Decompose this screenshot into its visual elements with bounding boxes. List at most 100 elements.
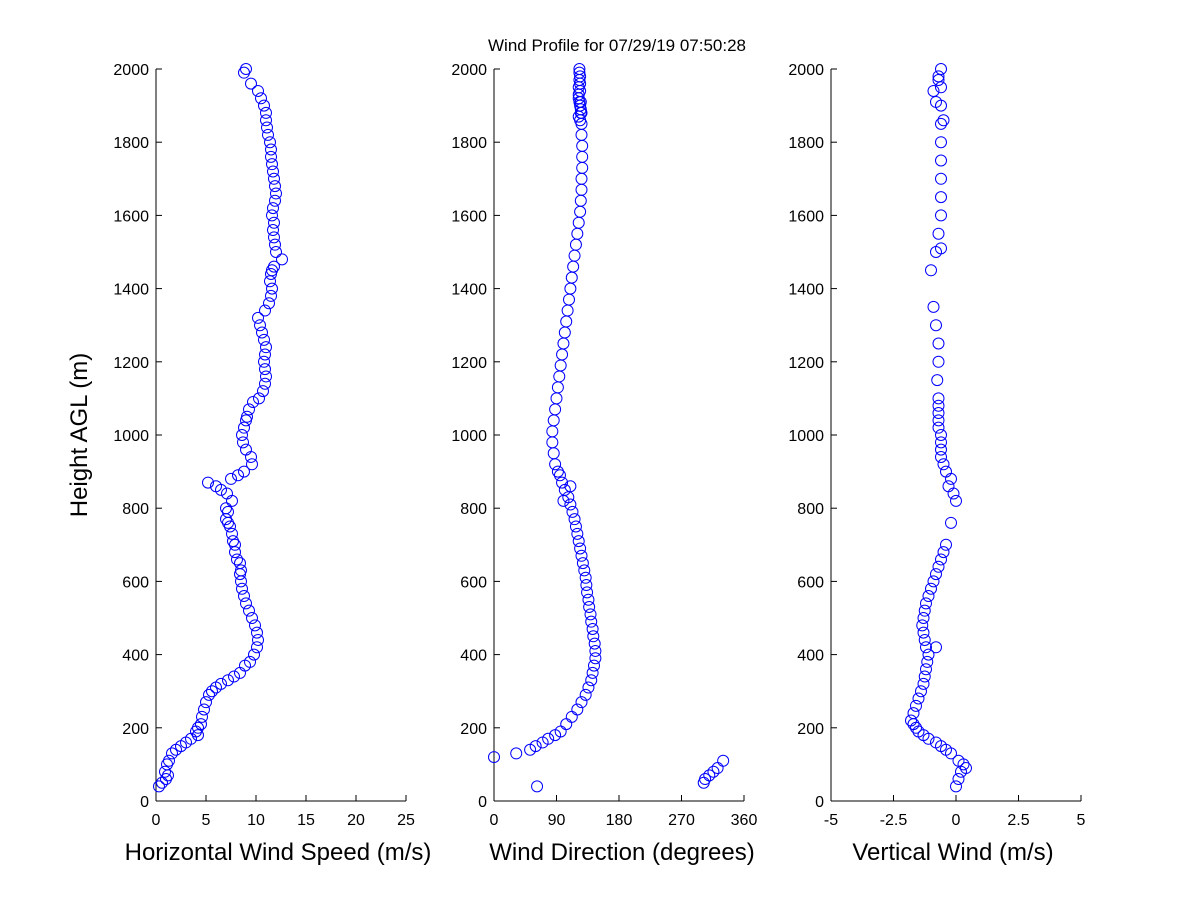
speed-x-tick-label: 10	[247, 812, 265, 829]
speed-data-point	[258, 333, 270, 346]
direction-data-point	[703, 769, 716, 782]
vertical-data-point	[930, 641, 942, 654]
vertical-data-point	[932, 560, 945, 573]
speed-data-point	[240, 63, 252, 75]
speed-data-point	[235, 564, 247, 577]
vertical-data-point	[935, 450, 947, 463]
speed-data-point	[156, 776, 168, 789]
speed-data-point	[260, 370, 272, 383]
vertical-data-point	[931, 374, 944, 387]
speed-data-point	[245, 77, 257, 90]
speed-data-point	[266, 209, 278, 222]
vertical-data-point	[942, 480, 955, 493]
vertical-data-point	[921, 655, 934, 668]
direction-y-tick-label: 1600	[451, 208, 487, 225]
vertical-data-point	[950, 780, 962, 793]
vertical-data-point	[907, 707, 920, 720]
speed-data-point	[240, 597, 252, 610]
speed-data-point	[241, 410, 253, 423]
speed-data-point	[276, 253, 288, 266]
vertical-data-point	[935, 436, 947, 449]
speed-data-point	[196, 710, 208, 723]
vertical-data-point	[952, 754, 965, 767]
speed-data-point	[265, 289, 277, 302]
vertical-y-tick-label: 400	[797, 648, 824, 665]
speed-data-point	[252, 633, 264, 646]
speed-y-tick-label: 0	[140, 794, 149, 811]
speed-data-point	[251, 626, 263, 639]
vertical-y-tick-label: 600	[797, 574, 824, 591]
vertical-data-point	[918, 670, 931, 683]
speed-data-point	[240, 443, 252, 456]
vertical-data-point	[932, 421, 945, 434]
direction-data-point	[575, 549, 588, 562]
direction-x-tick-label: 360	[731, 812, 758, 829]
speed-data-point	[269, 180, 281, 193]
vertical-data-point	[927, 84, 940, 97]
vertical-data-point	[940, 538, 952, 551]
speed-data-point	[266, 282, 278, 295]
vertical-x-tick-label: -2.5	[880, 812, 908, 829]
vertical-data-point	[932, 392, 945, 405]
vertical-data-point	[927, 300, 940, 313]
speed-data-point	[260, 341, 272, 354]
vertical-y-tick-label: 0	[815, 794, 824, 811]
vertical-y-tick-label: 1600	[788, 208, 824, 225]
vertical-x-tick-label: 5	[1077, 812, 1086, 829]
direction-data-point	[542, 732, 555, 745]
speed-data-point	[267, 224, 279, 237]
speed-y-tick-label: 1400	[113, 282, 149, 299]
speed-data-point	[259, 377, 271, 390]
vertical-data-point	[915, 685, 927, 698]
direction-x-tick-label: 90	[548, 812, 566, 829]
speed-data-point	[265, 150, 277, 163]
direction-y-tick-label: 600	[460, 574, 487, 591]
vertical-data-point	[932, 73, 945, 86]
direction-data-point	[717, 754, 730, 767]
direction-y-tick-label: 800	[460, 501, 487, 518]
speed-y-tick-label: 800	[122, 501, 149, 518]
speed-data-point	[226, 527, 238, 540]
speed-x-tick-label: 5	[202, 812, 211, 829]
direction-data-point	[581, 586, 594, 599]
speed-data-point	[261, 121, 273, 134]
speed-data-point	[258, 99, 270, 112]
vertical-data-point	[916, 619, 929, 632]
direction-data-point	[529, 740, 542, 753]
direction-x-tick-label: 0	[490, 812, 499, 829]
speed-y-tick-label: 1800	[113, 135, 149, 152]
speed-data-point	[237, 436, 249, 449]
speed-data-point	[231, 553, 243, 566]
speed-data-point	[221, 487, 233, 500]
direction-x-axis-label: Wind Direction (degrees)	[489, 839, 754, 866]
speed-data-point	[270, 246, 282, 258]
speed-data-point	[269, 238, 281, 251]
speed-data-point	[244, 655, 256, 668]
direction-data-point	[578, 564, 591, 577]
speed-data-point	[192, 721, 204, 734]
vertical-y-tick-label: 1800	[788, 135, 824, 152]
speed-data-point	[262, 128, 274, 141]
speed-y-tick-label: 1200	[113, 355, 149, 372]
direction-x-tick-label: 180	[606, 812, 633, 829]
speed-data-point	[236, 582, 248, 595]
vertical-x-tick-label: 0	[952, 812, 961, 829]
direction-data-point	[576, 557, 589, 570]
vertical-data-point	[945, 516, 957, 529]
speed-data-point	[210, 480, 222, 493]
direction-data-point	[510, 747, 523, 760]
speed-data-point	[265, 143, 277, 156]
vertical-data-point	[925, 582, 937, 595]
direction-data-point	[585, 674, 598, 687]
vertical-y-tick-label: 1200	[788, 355, 824, 372]
vertical-data-point	[917, 612, 930, 624]
direction-y-tick-label: 2000	[451, 62, 487, 79]
speed-data-point	[203, 688, 215, 701]
vertical-data-point	[930, 95, 942, 108]
speed-data-point	[243, 403, 255, 416]
vertical-data-point	[932, 414, 945, 427]
direction-y-tick-label: 1000	[451, 428, 487, 445]
vertical-data-point	[922, 648, 935, 661]
direction-data-point	[564, 480, 577, 493]
